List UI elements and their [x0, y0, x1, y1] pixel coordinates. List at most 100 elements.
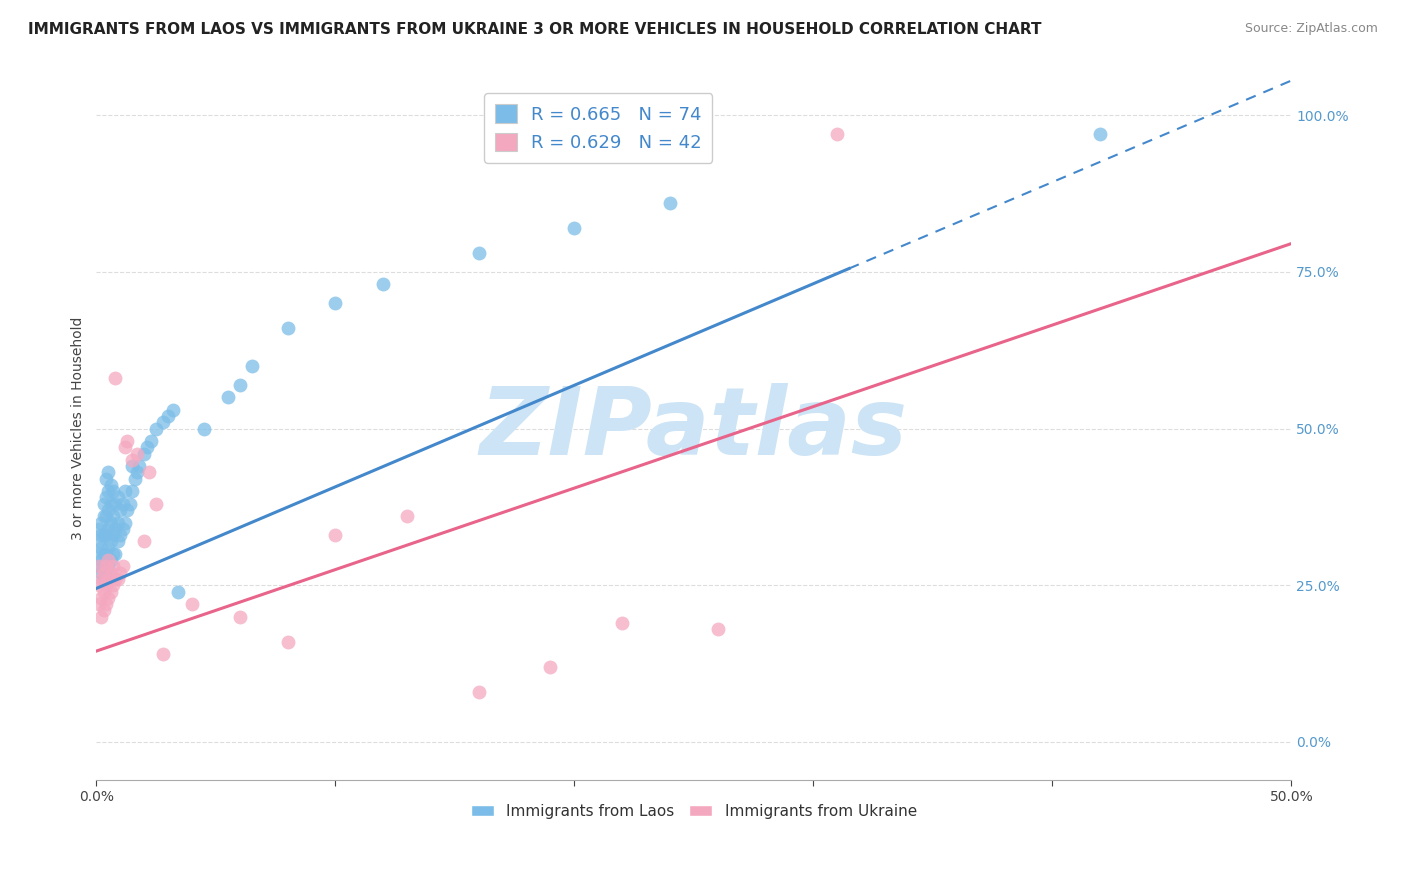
Point [325, 296, 347, 310]
Point [111, 497, 134, 511]
Point [97, 522, 120, 536]
Point [90, 591, 112, 605]
Point [87, 597, 110, 611]
Point [125, 447, 148, 461]
Point [1088, 127, 1111, 141]
Point [94, 547, 117, 561]
Point [101, 559, 124, 574]
Text: ZIPatlas: ZIPatlas [479, 383, 908, 475]
Point [145, 497, 167, 511]
Point [107, 491, 129, 505]
Point [87, 559, 110, 574]
Legend: Immigrants from Laos, Immigrants from Ukraine: Immigrants from Laos, Immigrants from Uk… [465, 797, 922, 824]
Point [94, 472, 117, 486]
Point [217, 390, 239, 404]
Point [87, 534, 110, 549]
Point [134, 534, 156, 549]
Point [101, 484, 124, 499]
Point [229, 377, 252, 392]
Point [121, 453, 143, 467]
Point [97, 553, 120, 567]
Point [157, 409, 180, 423]
Point [90, 516, 112, 530]
Point [110, 528, 132, 542]
Point [100, 584, 122, 599]
Point [468, 685, 491, 699]
Point [93, 603, 115, 617]
Point [101, 547, 124, 561]
Point [93, 497, 115, 511]
Point [94, 509, 117, 524]
Point [90, 609, 112, 624]
Point [97, 572, 120, 586]
Point [94, 559, 117, 574]
Point [114, 484, 136, 499]
Point [134, 447, 156, 461]
Point [94, 566, 117, 580]
Point [100, 516, 122, 530]
Point [117, 434, 139, 448]
Point [90, 553, 112, 567]
Point [97, 503, 120, 517]
Point [152, 647, 174, 661]
Point [562, 220, 585, 235]
Point [277, 634, 299, 648]
Point [107, 516, 129, 530]
Point [166, 584, 188, 599]
Point [93, 528, 115, 542]
Point [468, 246, 491, 260]
Point [90, 541, 112, 555]
Point [100, 478, 122, 492]
Point [162, 402, 184, 417]
Point [240, 359, 263, 373]
Point [94, 578, 117, 592]
Point [97, 484, 120, 499]
Point [100, 534, 122, 549]
Point [229, 609, 252, 624]
Point [128, 459, 150, 474]
Point [135, 440, 157, 454]
Point [277, 321, 299, 335]
Point [825, 127, 848, 141]
Point [110, 566, 132, 580]
Point [193, 421, 215, 435]
Point [104, 572, 127, 586]
Point [90, 566, 112, 580]
Point [117, 503, 139, 517]
Point [104, 497, 127, 511]
Point [97, 541, 120, 555]
Point [100, 553, 122, 567]
Point [124, 472, 146, 486]
Point [90, 528, 112, 542]
Point [97, 559, 120, 574]
Point [87, 559, 110, 574]
Point [93, 509, 115, 524]
Point [97, 591, 120, 605]
Point [93, 559, 115, 574]
Point [87, 578, 110, 592]
Y-axis label: 3 or more Vehicles in Household: 3 or more Vehicles in Household [72, 317, 86, 541]
Point [121, 484, 143, 499]
Point [114, 440, 136, 454]
Point [101, 528, 124, 542]
Point [104, 522, 127, 536]
Point [145, 421, 167, 435]
Point [373, 277, 395, 292]
Point [110, 503, 132, 517]
Point [141, 434, 163, 448]
Point [111, 559, 134, 574]
Point [94, 528, 117, 542]
Point [181, 597, 204, 611]
Point [107, 534, 129, 549]
Point [101, 578, 124, 592]
Point [101, 509, 124, 524]
Point [125, 466, 148, 480]
Point [118, 497, 141, 511]
Point [94, 491, 117, 505]
Point [121, 459, 143, 474]
Point [114, 516, 136, 530]
Point [152, 415, 174, 429]
Point [87, 522, 110, 536]
Point [396, 509, 419, 524]
Point [93, 547, 115, 561]
